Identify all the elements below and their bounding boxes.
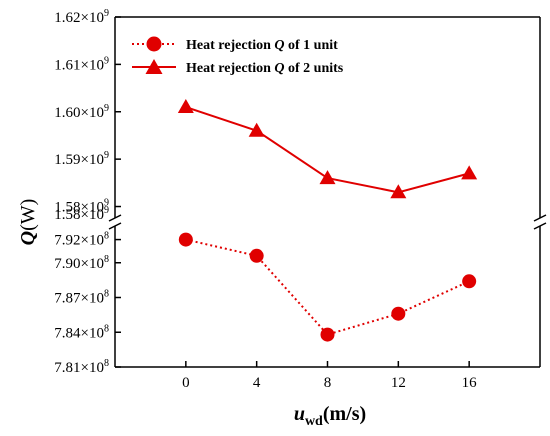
- data-point-triangle: [390, 184, 407, 199]
- x-tick-label: 8: [324, 375, 332, 391]
- data-point-triangle: [461, 165, 478, 180]
- y-tick-label: 1.58×109: [54, 198, 109, 216]
- y-tick-label: 1.60×109: [54, 103, 109, 121]
- data-point-circle: [249, 248, 264, 263]
- data-point-circle: [391, 306, 406, 321]
- legend-label-1-unit: Heat rejection Q of 1 unit: [186, 38, 338, 53]
- x-tick-label: 12: [391, 375, 406, 391]
- axis-break-mark: [108, 222, 122, 230]
- y-tick-label: 1.58×109: [54, 205, 109, 223]
- y-axis-title: Q(W): [17, 199, 39, 246]
- legend-marker-1-unit: [146, 36, 162, 52]
- data-point-triangle: [319, 170, 336, 185]
- y-tick-label: 1.59×109: [54, 150, 109, 168]
- axis-break-mark: [533, 214, 547, 222]
- data-point-triangle: [248, 122, 265, 137]
- data-point-circle: [178, 232, 193, 247]
- axis-break-mark: [533, 222, 547, 230]
- y-tick-label: 7.90×108: [54, 254, 109, 272]
- y-tick-label: 1.62×109: [54, 8, 109, 26]
- data-point-circle: [320, 327, 335, 342]
- x-axis-title: uwd(m/s): [294, 403, 366, 429]
- y-tick-label: 1.61×109: [54, 55, 109, 73]
- legend: Heat rejection Q of 1 unit Heat rejectio…: [132, 36, 344, 76]
- data-point-circle: [462, 274, 477, 289]
- x-tick-label: 0: [182, 375, 190, 391]
- y-tick-label: 7.81×108: [54, 358, 109, 376]
- legend-label-2-units: Heat rejection Q of 2 units: [186, 61, 344, 76]
- legend-entry-1-unit: Heat rejection Q of 1 unit: [132, 36, 338, 53]
- y-tick-label: 7.87×108: [54, 289, 109, 307]
- legend-entry-2-units: Heat rejection Q of 2 units: [132, 59, 344, 76]
- legend-marker-2-units: [145, 59, 163, 74]
- data-point-triangle: [177, 99, 194, 114]
- y-tick-label: 7.92×108: [54, 231, 109, 249]
- y-tick-label: 7.84×108: [54, 323, 109, 341]
- axis-break-mark: [108, 214, 122, 222]
- series-line-1: [185, 238, 470, 336]
- x-tick-label: 16: [462, 375, 478, 391]
- x-tick-label: 4: [253, 375, 261, 391]
